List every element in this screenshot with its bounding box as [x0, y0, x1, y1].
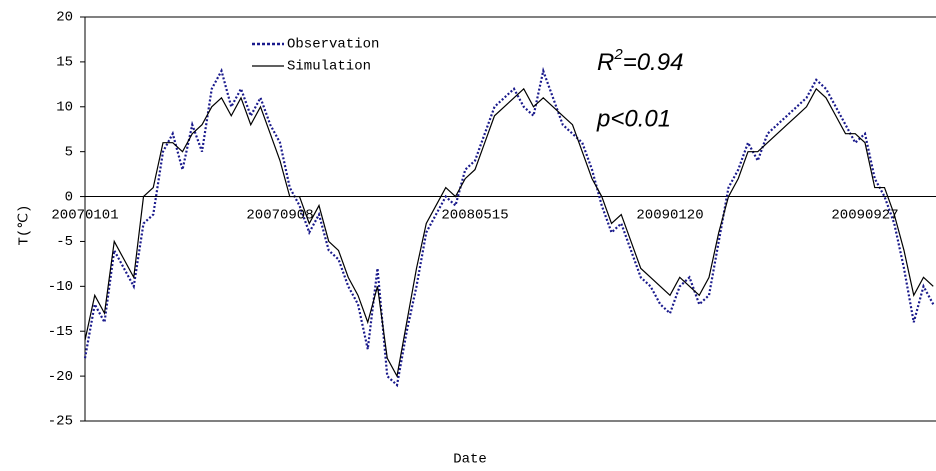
y-axis-label: T(℃)	[17, 205, 33, 246]
y-tick-label: 0	[65, 189, 73, 205]
y-tick-label: -25	[48, 414, 73, 430]
y-tick-label: 5	[65, 144, 73, 160]
x-tick-label: 20090120	[636, 207, 703, 223]
legend-label: Simulation	[287, 59, 371, 75]
legend-label: Observation	[287, 37, 379, 53]
y-tick-label: -20	[48, 369, 73, 385]
x-tick-label: 20070908	[246, 207, 313, 223]
annotation: p<0.01	[596, 105, 671, 132]
series-line	[84, 87, 934, 378]
y-tick-label: -10	[48, 279, 73, 295]
y-tick-label: 15	[56, 55, 73, 71]
series-line	[83, 66, 935, 388]
y-tick-label: -5	[56, 234, 73, 250]
y-tick-label: -15	[48, 324, 73, 340]
x-tick-label: 20070101	[51, 207, 118, 223]
x-axis-label: Date	[453, 452, 487, 468]
y-tick-label: 10	[56, 99, 73, 115]
y-tick-label: 20	[56, 10, 73, 26]
annotation-superscript: 2	[613, 46, 623, 63]
x-tick-label: 20080515	[441, 207, 508, 223]
annotation-part: R	[597, 49, 614, 76]
annotation: R2=0.94	[597, 46, 683, 76]
x-tick-label: 20090927	[831, 207, 898, 223]
annotation-part: =0.94	[623, 49, 684, 76]
